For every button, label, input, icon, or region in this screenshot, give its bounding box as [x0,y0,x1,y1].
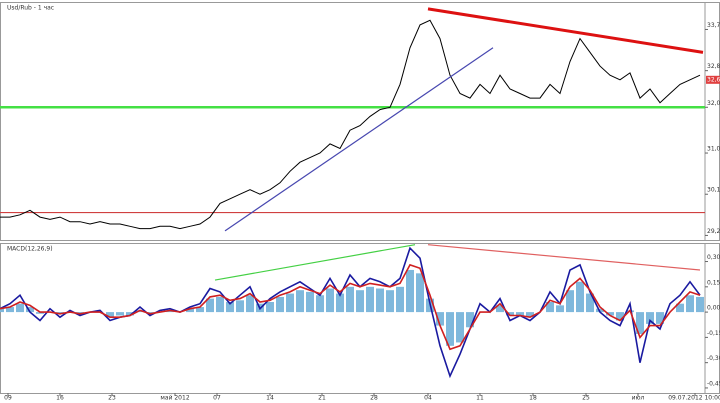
trend-line [427,7,704,54]
x-tick-label: июл [632,395,645,402]
histogram-bar [376,288,384,313]
x-tick-label: 07 [213,395,221,402]
histogram-bar [556,305,564,313]
histogram-bar [546,301,554,313]
histogram-bar [696,296,704,313]
histogram-bar [646,312,654,324]
x-tick-label: май 2012 [160,395,189,402]
histogram-bar [446,312,454,346]
histogram-bar [576,281,584,313]
histogram-bar [336,293,344,313]
histogram-bar [146,312,154,314]
last-price-tag [706,75,720,84]
series-line [0,246,701,379]
x-tick-label: 21 [318,395,326,402]
histogram-bar [116,312,124,316]
histogram-bar [466,312,474,328]
x-tick-label: 04 [424,395,432,402]
histogram-bar [656,312,664,324]
histogram-bar [56,312,64,314]
y-tick-label: 32,8 [707,63,720,70]
y-tick-label: 32,0 [707,100,720,107]
y-tick-label: 29,2 [707,228,720,235]
histogram-bar [386,290,394,313]
histogram-bar [526,312,534,318]
y-tick-label: 31,0 [707,146,720,153]
y-tick-label: 30,1 [707,187,720,194]
histogram-bar [166,310,174,313]
histogram-bar [366,286,374,313]
histogram-bar [616,312,624,321]
x-tick-label: 09 [4,395,12,402]
histogram-bar [26,307,34,313]
x-tick-label: 25 [582,395,590,402]
histogram-bar [506,312,514,316]
x-tick-label: 23 [108,395,116,402]
histogram-bar [356,290,364,313]
x-tick-label: 18 [529,395,537,402]
histogram-bar [316,295,324,313]
histogram-bar [306,291,314,313]
panel-title: MACD(12,26,9) [7,246,53,253]
x-tick-label: 16 [56,395,64,402]
histogram-bar [406,269,414,313]
histogram-bar [206,298,214,313]
histogram-bar [36,312,44,314]
panel-title: Usd/Rub - 1 час [7,5,54,12]
trend-line [224,47,494,232]
histogram-bar [516,312,524,316]
histogram-bar [276,296,284,313]
histogram-bar [496,305,504,313]
y-tick-label: 0,30 [707,254,720,261]
y-tick-label: 0,15 [707,279,720,286]
histogram-bar [6,307,14,313]
series-line [0,263,701,351]
histogram-bar [216,296,224,313]
histogram-bar [236,300,244,313]
series-line [0,19,701,230]
histogram-bar [0,308,4,313]
x-tick-label: 14 [266,395,274,402]
last-price-label: 32,6 [707,76,720,83]
histogram-bar [346,286,354,313]
trend-line [214,244,416,281]
histogram-bar [326,288,334,313]
x-tick-label: 09.07.2012 10:00 [668,395,720,402]
histogram-bar [16,303,24,313]
histogram-bar [266,301,274,313]
histogram-bar [76,312,84,314]
x-tick-label: 11 [476,395,484,402]
trend-line [427,244,701,271]
histogram-bar [456,312,464,343]
histogram-bar [636,312,644,335]
histogram-bar [396,286,404,313]
histogram-bar [296,290,304,313]
histogram-bar [566,290,574,313]
y-tick-label: -0,15 [707,330,720,337]
histogram-bar [196,307,204,313]
histogram-bar [106,312,114,318]
histogram-bar [606,312,614,316]
histogram-bar [246,295,254,313]
histogram-bar [226,301,234,313]
histogram-bar [186,308,194,313]
y-tick-label: 33,7 [707,22,720,29]
histogram-bar [676,303,684,313]
y-tick-label: -0,30 [707,355,720,362]
y-tick-label: -0,45 [707,380,720,387]
histogram-bar [126,312,134,316]
histogram-bar [686,295,694,313]
y-tick-label: 0,00 [707,305,720,312]
histogram-bar [586,293,594,313]
histogram-bar [286,293,294,313]
histogram-bar [436,312,444,326]
x-tick-label: 28 [370,395,378,402]
histogram-bar [416,273,424,313]
